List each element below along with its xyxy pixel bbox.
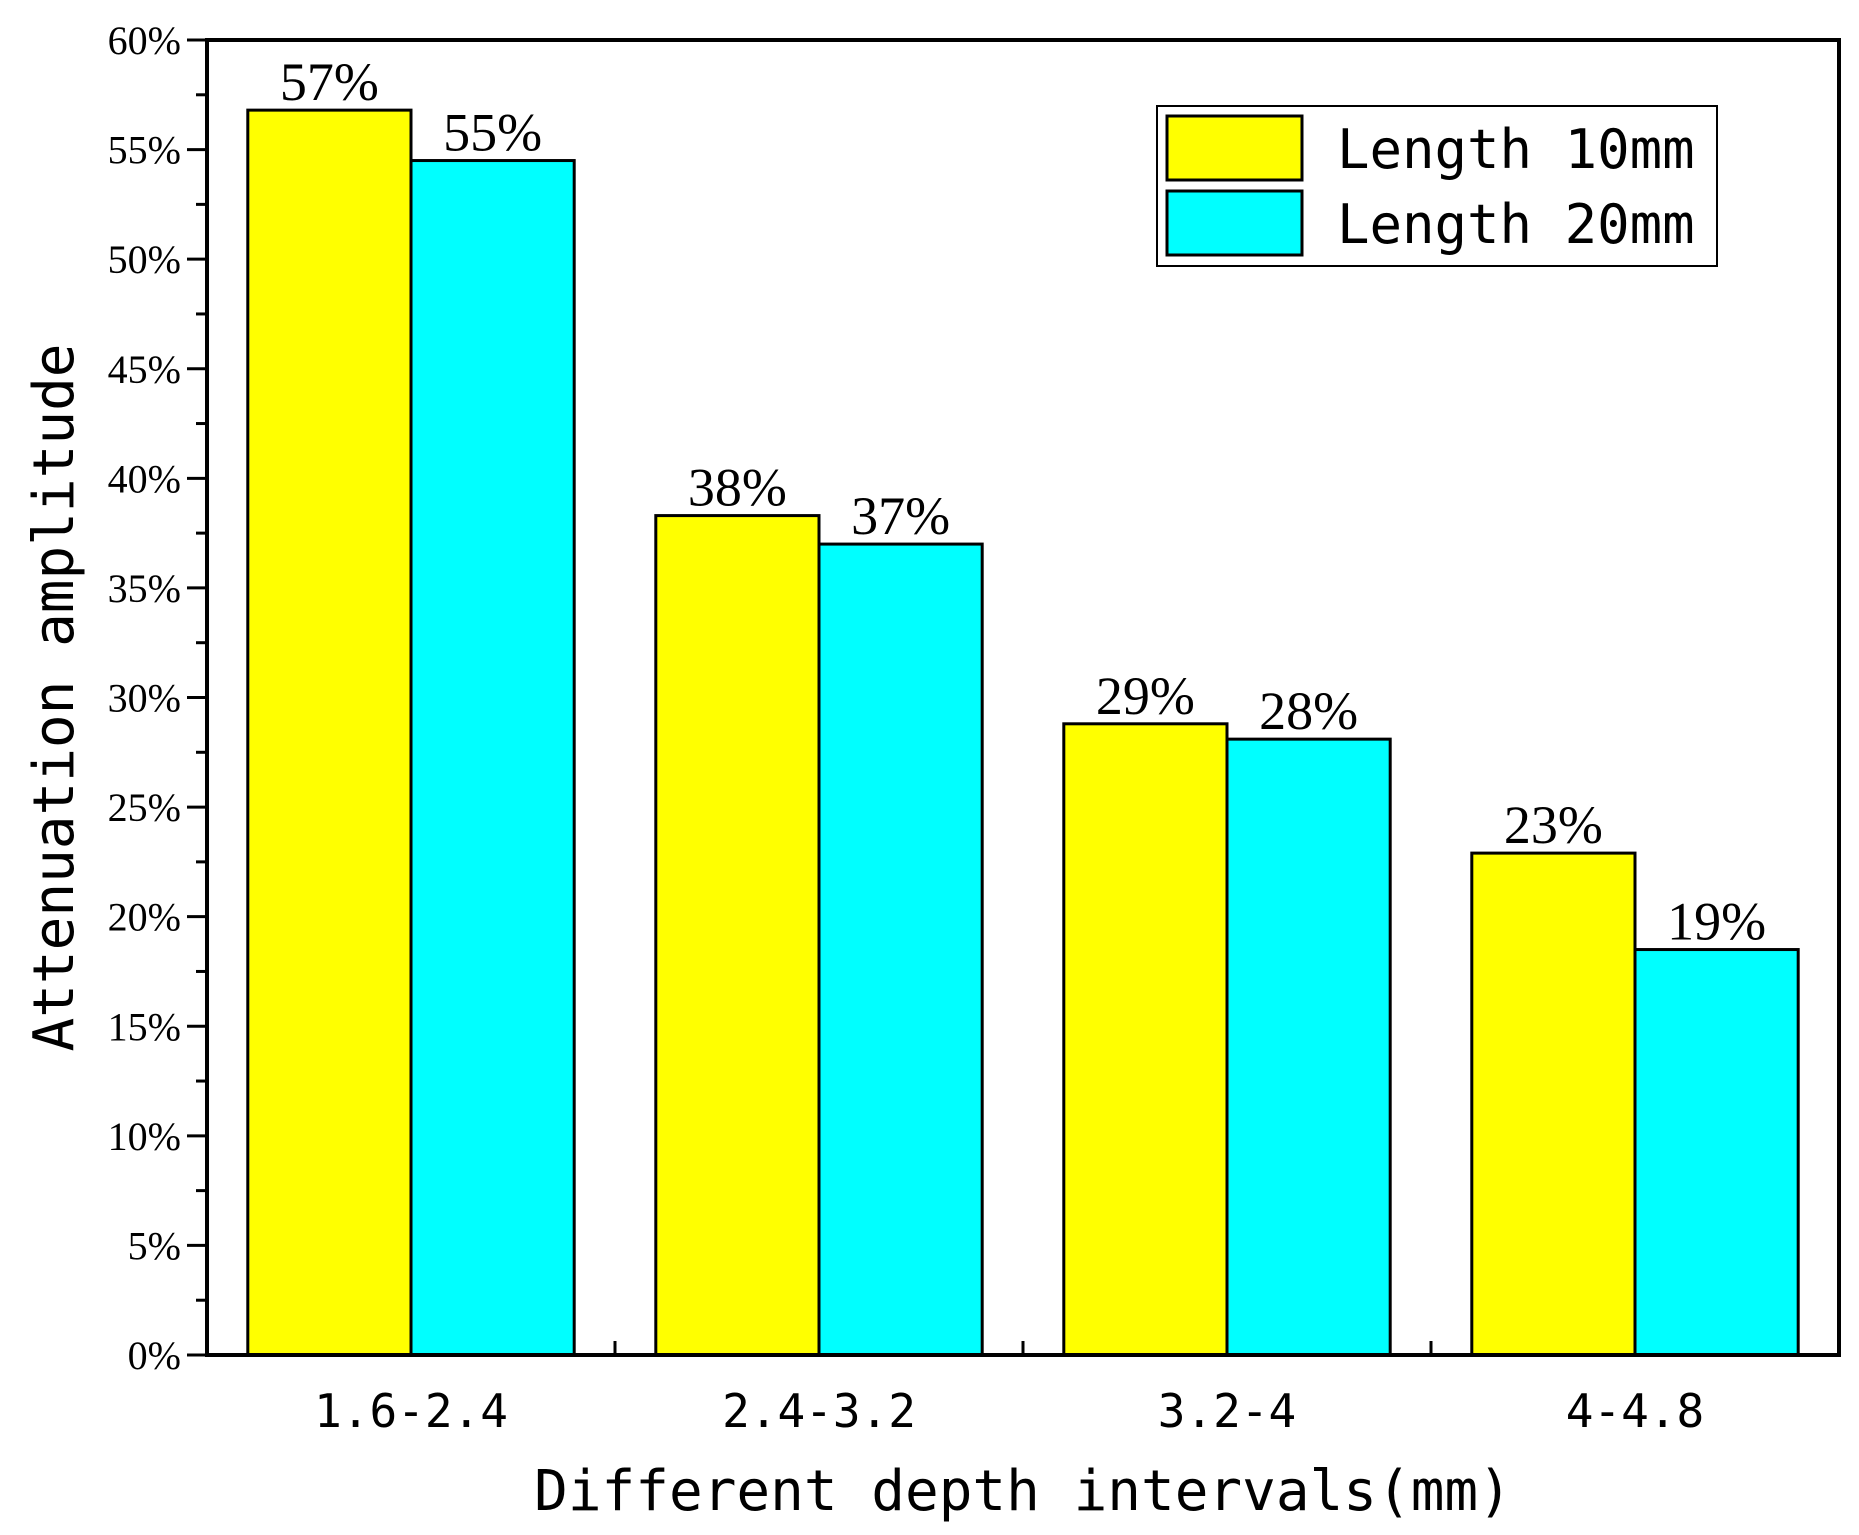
y-tick-label: 60%	[108, 18, 181, 63]
x-category-label: 1.6-2.4	[314, 1384, 508, 1438]
y-tick-label: 15%	[108, 1004, 181, 1049]
data-labels-layer: 57% 55% 38% 37% 29% 28% 23% 19%	[280, 52, 1766, 951]
legend: Length 10mm Length 20mm	[1156, 105, 1718, 267]
legend-label-length-20mm: Length 20mm	[1337, 193, 1695, 256]
bar-length-20mm	[817, 542, 984, 1357]
bar-length-20mm	[1225, 737, 1392, 1357]
legend-label-length-10mm: Length 10mm	[1337, 118, 1695, 181]
y-tick-label: 20%	[108, 895, 181, 940]
y-tick-label: 55%	[108, 128, 181, 173]
y-tick-label: 40%	[108, 456, 181, 501]
bar-length-10mm	[246, 108, 413, 1357]
x-category-label: 4-4.8	[1566, 1384, 1704, 1438]
legend-swatch-length-20mm	[1165, 189, 1304, 257]
bar-length-10mm	[1062, 722, 1229, 1357]
data-label: 19%	[1667, 892, 1766, 952]
y-axis-title: Attenuation amplitude	[22, 343, 87, 1051]
y-tick-label: 25%	[108, 785, 181, 830]
x-category-label: 2.4-3.2	[722, 1384, 916, 1438]
bar-length-20mm	[409, 159, 576, 1357]
data-label: 28%	[1259, 681, 1358, 741]
bars-layer	[246, 108, 1800, 1357]
bar-length-10mm	[1470, 851, 1637, 1357]
x-axis: 1.6-2.4 2.4-3.2 3.2-4 4-4.8	[314, 1341, 1704, 1438]
x-category-label: 3.2-4	[1158, 1384, 1296, 1438]
data-label: 29%	[1096, 666, 1195, 726]
bar-length-10mm	[654, 514, 821, 1357]
y-tick-label: 5%	[128, 1223, 181, 1268]
bar-length-20mm	[1633, 948, 1800, 1357]
y-tick-label: 0%	[128, 1333, 181, 1378]
y-tick-label: 10%	[108, 1114, 181, 1159]
y-tick-label: 50%	[108, 237, 181, 282]
data-label: 55%	[443, 103, 542, 163]
data-label: 38%	[688, 458, 787, 518]
y-tick-label: 30%	[108, 676, 181, 721]
data-label: 37%	[851, 486, 950, 546]
data-label: 57%	[280, 52, 379, 112]
legend-swatch-length-10mm	[1165, 114, 1304, 182]
y-tick-label: 35%	[108, 566, 181, 611]
y-axis: 0% 5% 10% 15% 20% 25% 30% 35% 40% 45% 50% 55% 60%	[108, 18, 207, 1378]
y-tick-label: 45%	[108, 347, 181, 392]
data-label: 23%	[1504, 795, 1603, 855]
x-axis-title: Different depth intervals(mm)	[534, 1459, 1512, 1524]
